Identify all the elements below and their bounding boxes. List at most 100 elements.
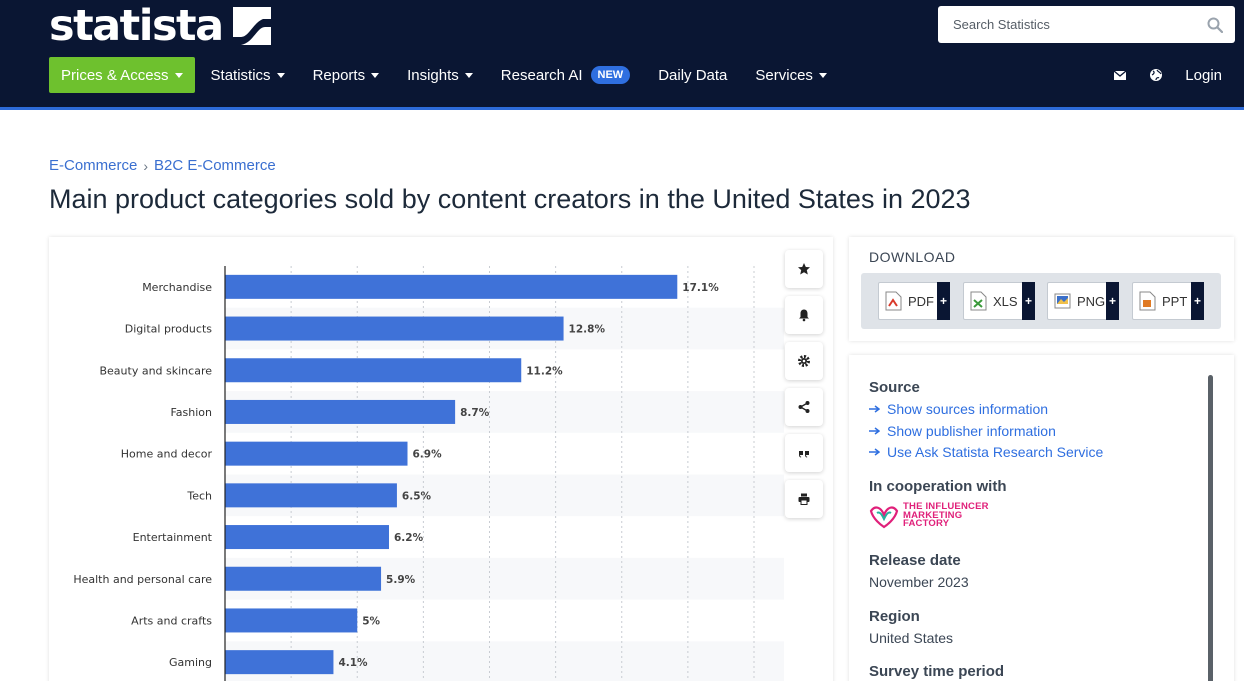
category-label: Health and personal care <box>73 573 212 586</box>
settings-button[interactable] <box>785 342 823 380</box>
nav-right: Login <box>1091 57 1222 93</box>
partner-logo: THE INFLUENCER MARKETING FACTORY <box>869 502 1003 529</box>
category-label: Tech <box>186 489 212 502</box>
download-bar: PDF + XLS + PNG + PPT + <box>861 273 1221 329</box>
data-label: 17.1% <box>682 282 719 294</box>
nav-reports[interactable]: Reports <box>313 57 380 93</box>
main-nav: Prices & Access Statistics Reports Insig… <box>49 57 855 93</box>
plus-icon: + <box>1191 282 1204 320</box>
arrow-right-icon <box>869 448 880 456</box>
chevron-down-icon <box>818 72 827 78</box>
download-png-button[interactable]: PNG + <box>1047 282 1119 320</box>
data-label: 6.2% <box>394 532 424 544</box>
nav-research-ai[interactable]: Research AI NEW <box>500 57 631 93</box>
breadcrumb-link[interactable]: E-Commerce <box>49 157 138 174</box>
favorite-button[interactable] <box>785 250 823 288</box>
download-label: PDF <box>908 293 934 309</box>
nav-label: Prices & Access <box>61 66 169 84</box>
nav-daily-data[interactable]: Daily Data <box>658 57 727 93</box>
info-panel: Source Show sources information Show pub… <box>849 355 1234 681</box>
nav-label: Daily Data <box>658 66 728 84</box>
download-pdf-button[interactable]: PDF + <box>878 282 950 320</box>
globe-icon[interactable] <box>1149 68 1163 82</box>
arrow-right-icon <box>869 405 880 413</box>
pdf-file-icon <box>885 291 902 311</box>
source-heading: Source <box>869 379 920 396</box>
statista-logo[interactable]: statista <box>49 4 271 48</box>
bar <box>225 525 389 550</box>
search-icon[interactable] <box>1207 17 1223 33</box>
share-button[interactable] <box>785 388 823 426</box>
data-label: 11.2% <box>526 365 563 377</box>
category-label: Arts and crafts <box>131 614 212 627</box>
download-title: DOWNLOAD <box>869 249 956 265</box>
category-label: Beauty and skincare <box>99 364 212 377</box>
bar <box>225 316 564 341</box>
show-sources-link[interactable]: Show sources information <box>869 401 1048 417</box>
region-heading: Region <box>869 608 920 625</box>
data-label: 6.9% <box>413 449 443 461</box>
print-button[interactable] <box>785 480 823 518</box>
login-link[interactable]: Login <box>1185 66 1222 84</box>
page-title: Main product categories sold by content … <box>49 184 971 214</box>
breadcrumb-link[interactable]: B2C E-Commerce <box>154 157 276 174</box>
notification-button[interactable] <box>785 296 823 334</box>
download-xls-button[interactable]: XLS + <box>963 282 1035 320</box>
download-label: PPT <box>1162 293 1188 309</box>
category-label: Entertainment <box>133 531 213 544</box>
data-label: 6.5% <box>402 490 432 502</box>
star-icon <box>798 263 810 275</box>
cite-button[interactable] <box>785 434 823 472</box>
plus-icon: + <box>937 282 950 320</box>
chevron-down-icon <box>371 72 380 78</box>
xls-file-icon <box>970 291 987 311</box>
link-label: Show publisher information <box>887 423 1056 439</box>
survey-period-heading: Survey time period <box>869 663 1005 680</box>
quote-icon <box>799 451 809 458</box>
download-panel: DOWNLOAD PDF + XLS + PNG + PPT + <box>849 237 1234 341</box>
data-label: 5.9% <box>386 574 416 586</box>
bar <box>225 441 408 466</box>
show-publisher-link[interactable]: Show publisher information <box>869 423 1056 439</box>
data-label: 12.8% <box>569 324 606 336</box>
nav-prices-access[interactable]: Prices & Access <box>49 57 195 93</box>
category-label: Gaming <box>169 656 212 669</box>
bar-chart: Merchandise 17.1% Digital products 12.8% Bea… <box>73 266 784 681</box>
breadcrumb-separator: › <box>143 157 149 174</box>
mail-icon[interactable] <box>1113 68 1127 82</box>
nav-insights[interactable]: Insights <box>407 57 473 93</box>
nav-label: Research AI <box>500 66 583 84</box>
top-header: statista Prices & Access Statistics Repo… <box>0 0 1244 110</box>
category-label: Fashion <box>170 406 212 419</box>
gear-icon <box>798 355 810 367</box>
bell-icon <box>799 309 809 322</box>
release-date-value: November 2023 <box>869 574 969 590</box>
download-label: XLS <box>993 293 1018 309</box>
search-input[interactable] <box>953 17 1207 32</box>
nav-label: Insights <box>407 66 459 84</box>
nav-services[interactable]: Services <box>755 57 827 93</box>
link-label: Use Ask Statista Research Service <box>887 444 1104 460</box>
chevron-down-icon <box>174 72 183 78</box>
bar <box>225 399 456 424</box>
influencer-marketing-factory-logo-icon <box>869 506 899 529</box>
plus-icon: + <box>1022 282 1035 320</box>
search-box[interactable] <box>938 6 1235 43</box>
download-ppt-button[interactable]: PPT + <box>1132 282 1204 320</box>
new-badge: NEW <box>590 66 631 84</box>
chevron-down-icon <box>276 72 285 78</box>
category-label: Merchandise <box>142 281 212 294</box>
nav-label: Statistics <box>210 66 271 84</box>
bar <box>225 566 382 591</box>
bar <box>225 358 522 383</box>
category-label: Digital products <box>125 323 212 336</box>
download-label: PNG <box>1077 293 1106 309</box>
category-label: Home and decor <box>121 448 213 461</box>
share-icon <box>798 401 810 413</box>
scrollbar[interactable] <box>1208 375 1213 681</box>
bar <box>225 274 678 299</box>
nav-statistics[interactable]: Statistics <box>211 57 285 93</box>
research-service-link[interactable]: Use Ask Statista Research Service <box>869 444 1103 460</box>
png-file-icon <box>1054 293 1071 309</box>
ppt-file-icon <box>1139 291 1156 311</box>
